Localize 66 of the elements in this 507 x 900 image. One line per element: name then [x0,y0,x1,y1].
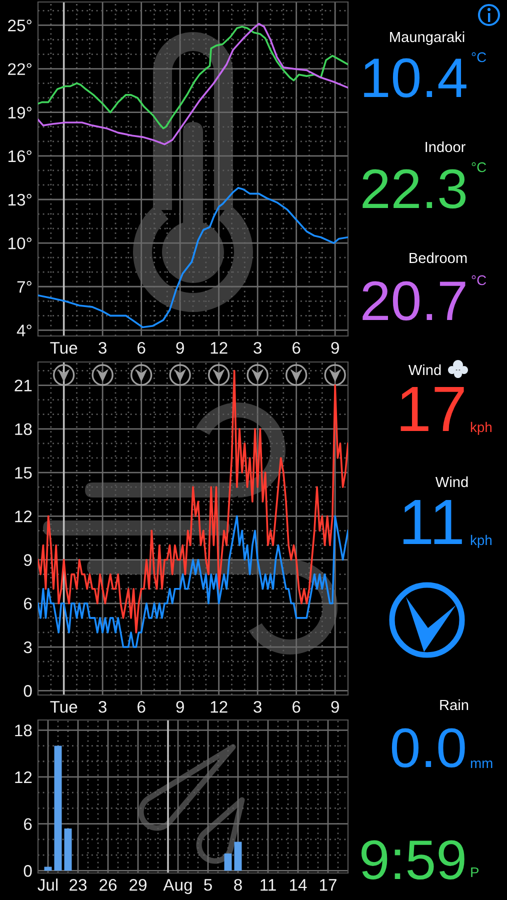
x-tick-label: 3 [98,700,106,713]
x-tick-label: 3 [254,700,262,713]
x-tick-label: Aug [163,879,192,894]
x-tick-label: 9 [331,700,339,713]
x-tick-label: 29 [130,878,146,891]
y-tick-label: 7° [17,281,32,293]
y-tick-label: 19° [8,106,32,119]
x-tick-label: 5 [204,879,212,891]
text: °C [472,162,486,172]
y-tick-label: 0 [24,865,32,877]
x-tick-label: 9 [331,342,339,354]
text: P [471,867,479,877]
x-tick-label: 26 [100,878,117,891]
y-tick-label: 18 [15,423,32,436]
text: Indoor [426,141,466,152]
y-tick-label: 13° [8,194,32,206]
x-tick-label: Tue [50,342,78,354]
y-tick-label: 9 [24,554,32,566]
text: 10.4 [364,58,466,98]
y-tick-label: 4° [16,324,32,336]
x-tick-label: 14 [290,879,307,891]
text: Wind [408,364,441,376]
x-tick-label: 9 [176,700,184,713]
x-tick-label: 3 [254,342,262,354]
text: Rain [440,699,468,710]
x-tick-label: 6 [292,342,300,354]
y-tick-label: 3 [24,641,32,654]
x-tick-label: 6 [138,342,146,354]
y-tick-label: 22° [8,63,32,75]
y-tick-label: 6 [24,818,32,830]
x-tick-label: 8 [234,878,242,891]
text: 0.0 [392,728,465,768]
y-tick-label: 10° [8,237,32,250]
x-tick-label: 11 [260,879,276,891]
y-tick-label: 12 [15,510,32,522]
text: 20.7 [362,281,466,321]
x-tick-label: 3 [98,342,106,354]
text: 17 [400,387,464,431]
text: °C [472,52,486,62]
y-tick-label: 6 [24,598,32,610]
y-tick-label: 12 [15,771,32,784]
x-tick-label: Tue [50,701,78,713]
y-tick-label: 15 [15,467,32,479]
text: kph [470,534,492,548]
text: kph [470,422,492,435]
text: Bedroom [410,252,467,264]
x-tick-label: 9 [176,342,184,354]
y-tick-label: 16° [8,150,32,162]
text: 9:59 [361,840,464,880]
x-tick-label: Jul [38,878,58,891]
x-tick-label: 12 [210,342,228,354]
x-tick-label: 6 [138,700,146,713]
text: mm [470,760,492,768]
x-tick-label: 6 [292,700,300,713]
x-tick-label: 23 [70,878,87,891]
x-tick-label: 17 [320,879,336,891]
text: Maungaraki [390,31,464,46]
y-tick-label: 25° [8,20,32,32]
x-tick-label: 12 [210,700,228,713]
y-tick-label: 18 [15,724,32,736]
text: °C [472,275,486,286]
text: Wind [435,476,468,488]
y-tick-label: 21 [14,380,32,392]
y-tick-label: 0 [24,685,32,697]
text: 22.3 [362,169,466,209]
text: 11 [404,500,462,544]
